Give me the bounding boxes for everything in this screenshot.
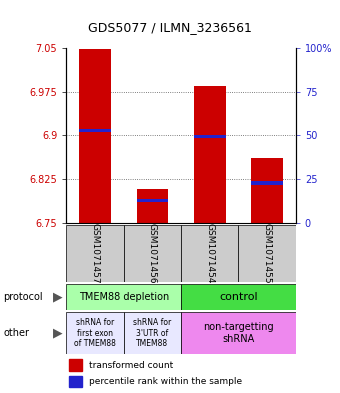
Text: GSM1071455: GSM1071455 xyxy=(262,223,272,284)
Text: control: control xyxy=(219,292,258,302)
Bar xyxy=(181,225,238,282)
Text: protocol: protocol xyxy=(3,292,43,302)
Bar xyxy=(238,225,296,282)
Bar xyxy=(124,312,181,354)
Bar xyxy=(194,86,225,223)
Text: transformed count: transformed count xyxy=(89,360,173,369)
Text: TMEM88 depletion: TMEM88 depletion xyxy=(79,292,169,302)
Text: ▶: ▶ xyxy=(53,327,63,340)
Text: GDS5077 / ILMN_3236561: GDS5077 / ILMN_3236561 xyxy=(88,21,252,34)
Text: GSM1071454: GSM1071454 xyxy=(205,223,214,283)
Bar xyxy=(66,225,124,282)
Bar xyxy=(137,199,168,202)
Bar xyxy=(194,135,225,138)
Bar xyxy=(124,225,181,282)
Bar xyxy=(66,312,124,354)
Text: GSM1071457: GSM1071457 xyxy=(90,223,100,284)
Text: non-targetting
shRNA: non-targetting shRNA xyxy=(203,322,274,344)
Text: other: other xyxy=(3,328,29,338)
Bar xyxy=(137,189,168,223)
Bar xyxy=(251,182,283,185)
Bar xyxy=(79,49,111,223)
Text: shRNA for
first exon
of TMEM88: shRNA for first exon of TMEM88 xyxy=(74,318,116,348)
Bar xyxy=(66,284,181,310)
Bar xyxy=(69,359,82,371)
Bar xyxy=(79,129,111,132)
Bar xyxy=(181,312,296,354)
Bar xyxy=(181,284,296,310)
Text: percentile rank within the sample: percentile rank within the sample xyxy=(89,377,242,386)
Text: shRNA for
3'UTR of
TMEM88: shRNA for 3'UTR of TMEM88 xyxy=(133,318,171,348)
Bar xyxy=(251,158,283,223)
Text: GSM1071456: GSM1071456 xyxy=(148,223,157,284)
Text: ▶: ▶ xyxy=(53,290,63,304)
Bar xyxy=(69,376,82,387)
